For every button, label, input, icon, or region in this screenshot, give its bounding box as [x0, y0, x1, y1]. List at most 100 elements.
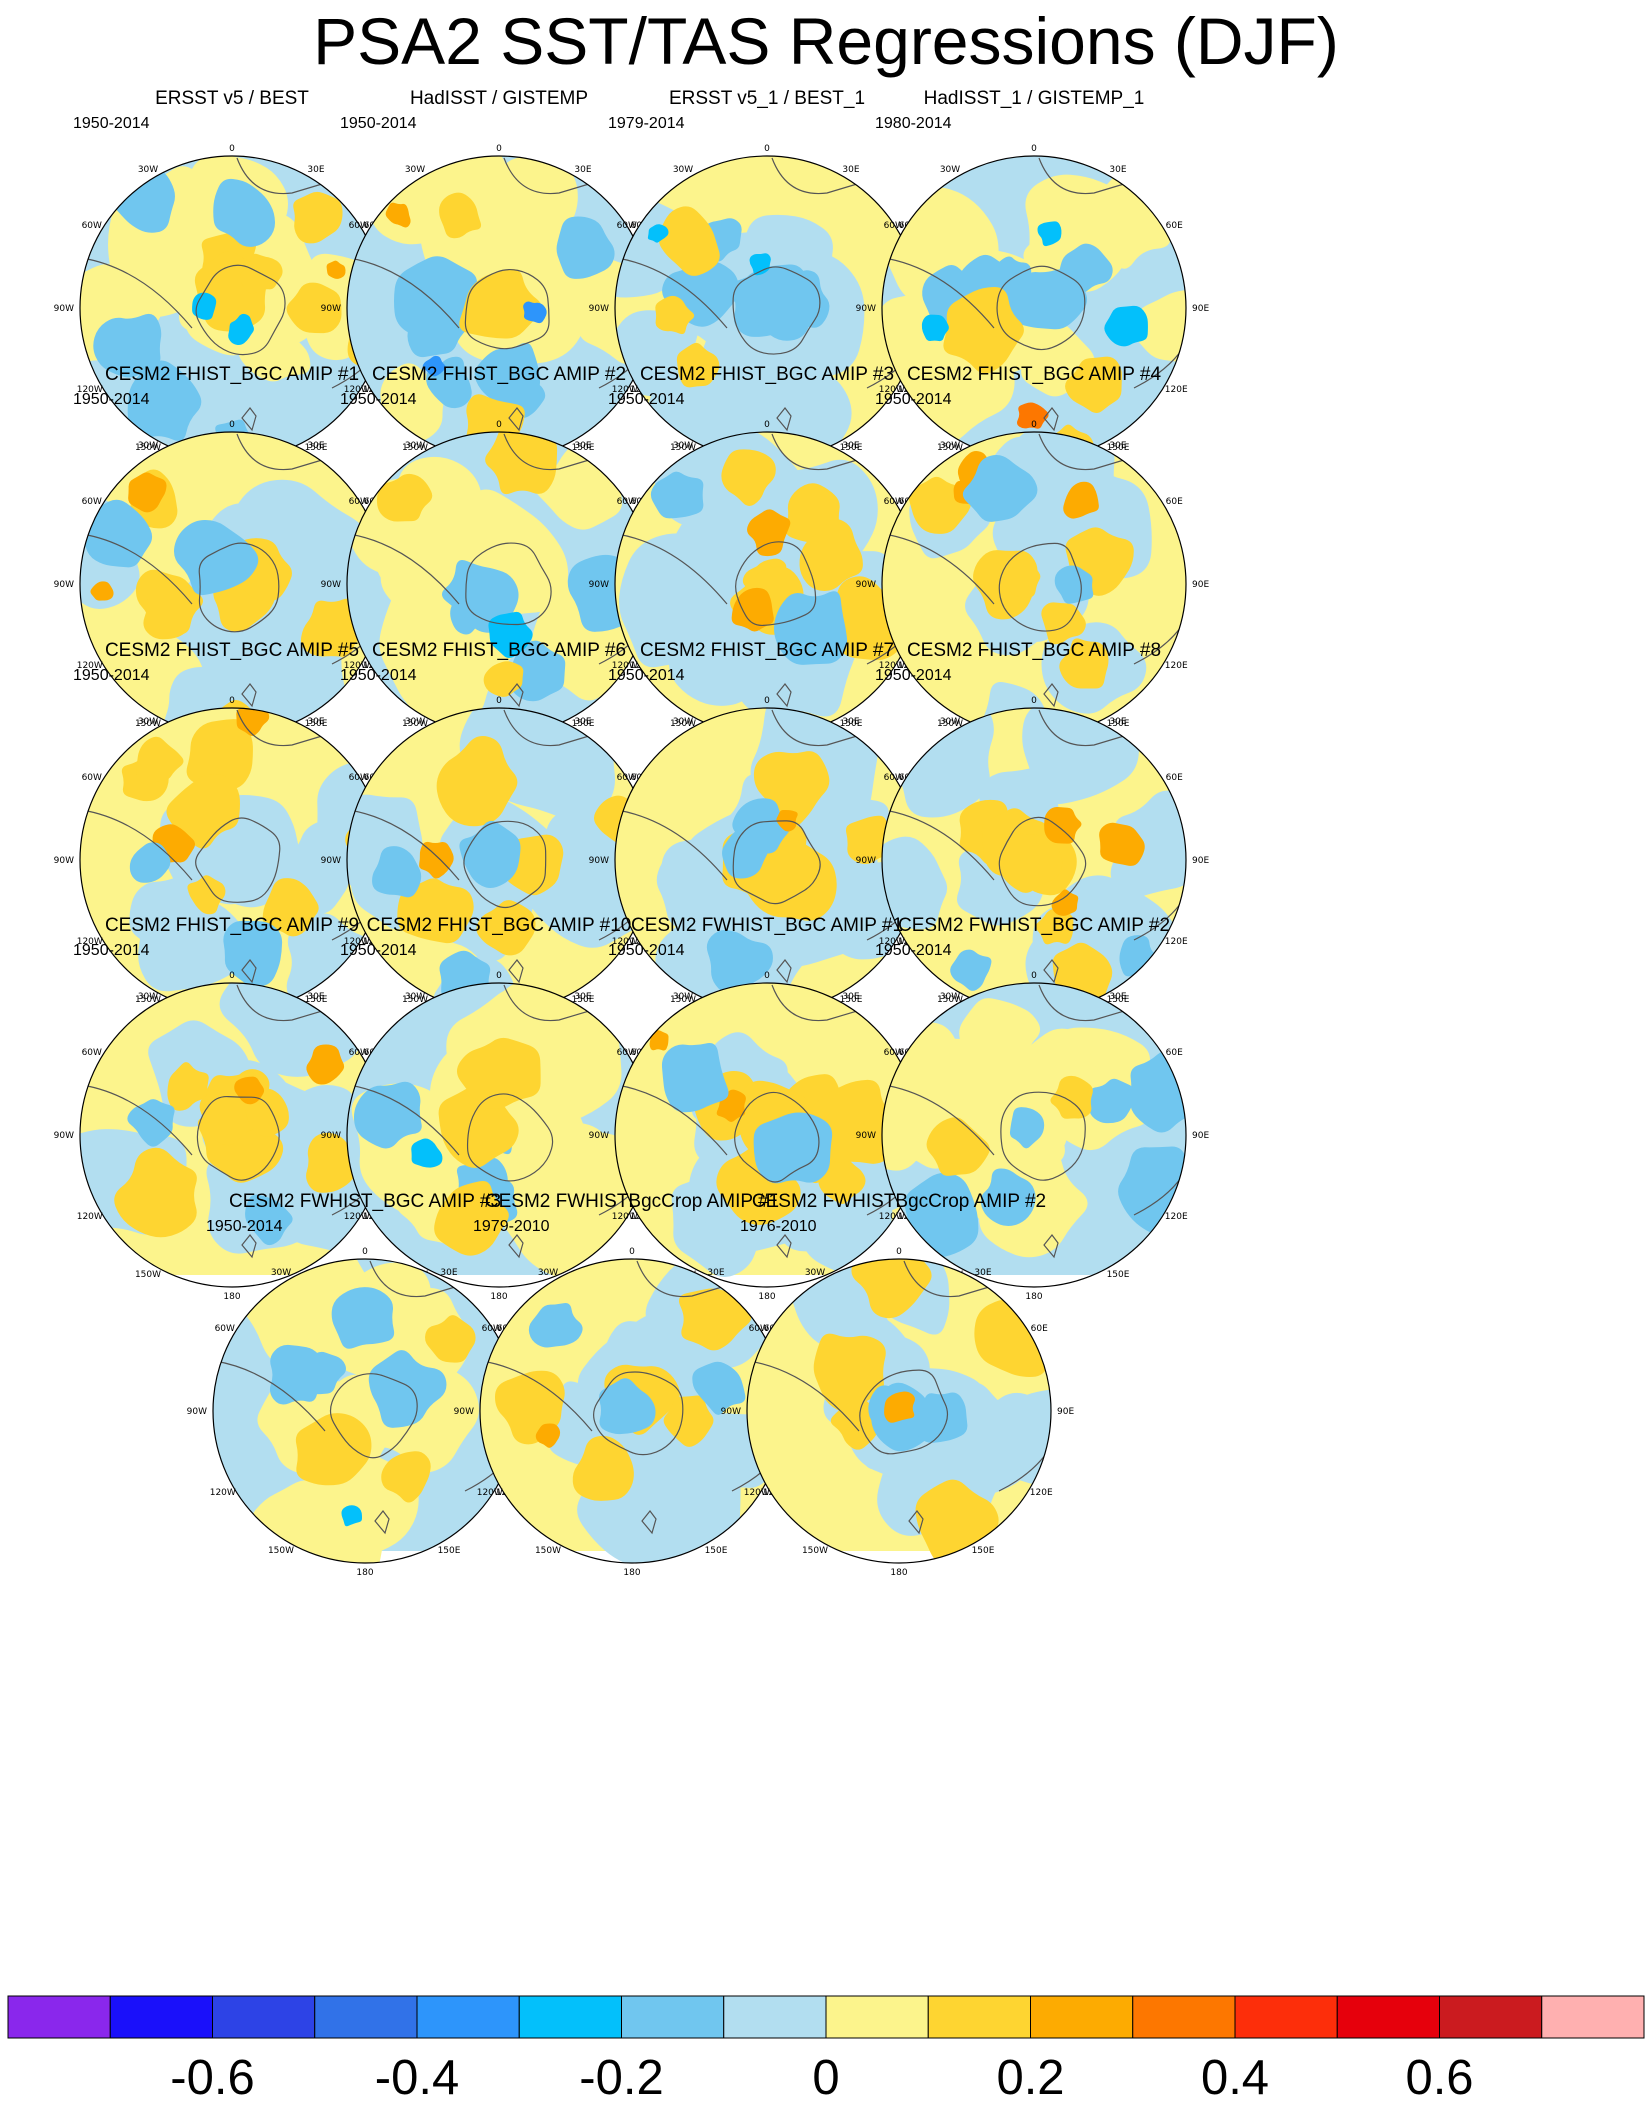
- map-panel: CESM2 FWHIST_BGC AMIP #3 1950-2014 0 180 90W…: [187, 1191, 541, 1578]
- anomaly-contour: [1009, 1107, 1045, 1149]
- longitude-label: 0: [764, 144, 770, 154]
- anomaly-contour: [980, 1168, 1036, 1227]
- longitude-label: 30E: [574, 717, 591, 727]
- longitude-label: 90W: [321, 856, 341, 866]
- longitude-label: 90E: [1057, 1407, 1074, 1417]
- longitude-label: 180: [623, 1568, 640, 1578]
- regression-field: [615, 983, 919, 1277]
- longitude-label: 150W: [670, 995, 696, 1005]
- anomaly-contour: [884, 1391, 915, 1423]
- regression-field: [80, 432, 384, 736]
- longitude-label: 150W: [268, 1546, 294, 1556]
- anomaly-contour: [213, 178, 276, 247]
- colorbar-tick-label: 0.6: [1405, 2051, 1473, 2104]
- longitude-label: 60W: [884, 773, 904, 783]
- longitude-label: 150E: [572, 719, 595, 729]
- south-america-coastline: [616, 257, 728, 329]
- longitude-label: 150W: [402, 995, 428, 1005]
- longitude-label: 30E: [974, 1268, 991, 1278]
- anomaly-contour: [306, 1044, 345, 1085]
- anomaly-contour: [1011, 269, 1088, 330]
- longitude-label: 0: [229, 144, 235, 154]
- panel-title: CESM2 FHIST_BGC AMIP #1: [104, 364, 360, 385]
- anomaly-contour: [372, 846, 422, 898]
- colorbar-tick-label: 0.4: [1201, 2051, 1269, 2104]
- longitude-label: 30W: [673, 165, 693, 175]
- anomaly-contour: [1044, 806, 1082, 844]
- longitude-label: 60W: [82, 497, 102, 507]
- panel-title: CESM2 FWHISTBgcCrop AMIP #2: [751, 1191, 1047, 1212]
- anomaly-contour: [943, 286, 1024, 374]
- south-america-coastline: [81, 257, 193, 329]
- antarctica-coastline: [195, 817, 281, 903]
- africa-coastline: [236, 709, 343, 747]
- new-zealand-coastline: [776, 1234, 792, 1259]
- new-zealand-coastline: [908, 1510, 924, 1535]
- anomaly-contour: [556, 216, 615, 279]
- regression-field: [882, 432, 1186, 736]
- longitude-label: 60E: [1166, 497, 1183, 507]
- south-america-coastline: [214, 1360, 326, 1432]
- longitude-label: 0: [362, 1247, 368, 1257]
- longitude-label: 30W: [673, 717, 693, 727]
- longitude-label: 30E: [842, 441, 859, 451]
- longitude-label: 150E: [1107, 443, 1130, 453]
- longitude-label: 120W: [77, 937, 103, 947]
- south-america-coastline: [616, 809, 728, 881]
- longitude-label: 150E: [572, 443, 595, 453]
- longitude-label: 60W: [749, 1324, 769, 1334]
- longitude-label: 150W: [937, 719, 963, 729]
- longitude-label: 0: [764, 971, 770, 981]
- anomaly-contour: [1104, 305, 1148, 347]
- longitude-label: 90W: [589, 1131, 609, 1141]
- antarctica-coastline: [464, 268, 550, 350]
- longitude-label: 30W: [138, 441, 158, 451]
- anomaly-contour: [223, 920, 283, 987]
- south-america-coastline: [81, 533, 193, 605]
- longitude-label: 120W: [744, 1488, 770, 1498]
- new-zealand-coastline: [776, 407, 792, 432]
- longitude-label: 30E: [574, 165, 591, 175]
- anomaly-contour: [904, 1172, 979, 1258]
- anomaly-contour: [436, 735, 518, 827]
- map-panel: CESM2 FHIST_BGC AMIP #71950-2014018090W9…: [589, 640, 943, 1027]
- longitude-label: 0: [1031, 696, 1037, 706]
- longitude-label: 60W: [82, 221, 102, 231]
- anomaly-contour: [773, 591, 848, 665]
- panel-title: CESM2 FHIST_BGC AMIP #3: [639, 364, 895, 385]
- regression-field: [213, 1259, 517, 1563]
- panel-title: CESM2 FHIST_BGC AMIP #4: [906, 364, 1162, 385]
- panel-period: 1950-2014: [875, 667, 952, 684]
- anomaly-contour: [353, 1081, 422, 1149]
- longitude-label: 120W: [77, 1212, 103, 1222]
- longitude-label: 120W: [612, 1212, 638, 1222]
- longitude-label: 60W: [884, 497, 904, 507]
- africa-coastline: [503, 433, 610, 471]
- map-panel: CESM2 FHIST_BGC AMIP #9 1950-2014 0 180 90W 9…: [54, 915, 408, 1302]
- longitude-label: 180: [758, 1292, 775, 1302]
- anomaly-contour: [775, 270, 830, 328]
- africa-coastline: [903, 1260, 1010, 1298]
- africa-coastline: [236, 433, 343, 471]
- longitude-label: 0: [764, 420, 770, 430]
- anomaly-contour: [818, 1156, 866, 1204]
- longitude-label: 120E: [1165, 1212, 1188, 1222]
- colorbar-tick-label: -0.6: [170, 2051, 254, 2104]
- longitude-label: 60W: [617, 1048, 637, 1058]
- anomaly-contour: [385, 202, 411, 228]
- longitude-label: 0: [496, 696, 502, 706]
- anomaly-contour: [731, 587, 774, 632]
- colorbar-segment: [1030, 1995, 1134, 2039]
- map-panel: CESM2 FHIST_BGC AMIP #41950-2014018090W9…: [856, 364, 1210, 751]
- longitude-label: 90W: [321, 304, 341, 314]
- longitude-label: 90W: [321, 580, 341, 590]
- anomaly-contour: [1035, 908, 1074, 945]
- africa-coastline: [503, 984, 610, 1022]
- longitude-label: 90W: [589, 580, 609, 590]
- antarctica-coastline: [734, 1091, 820, 1183]
- anomaly-contour: [721, 449, 776, 506]
- panel-title: CESM2 FHIST_BGC AMIP #6: [371, 640, 627, 661]
